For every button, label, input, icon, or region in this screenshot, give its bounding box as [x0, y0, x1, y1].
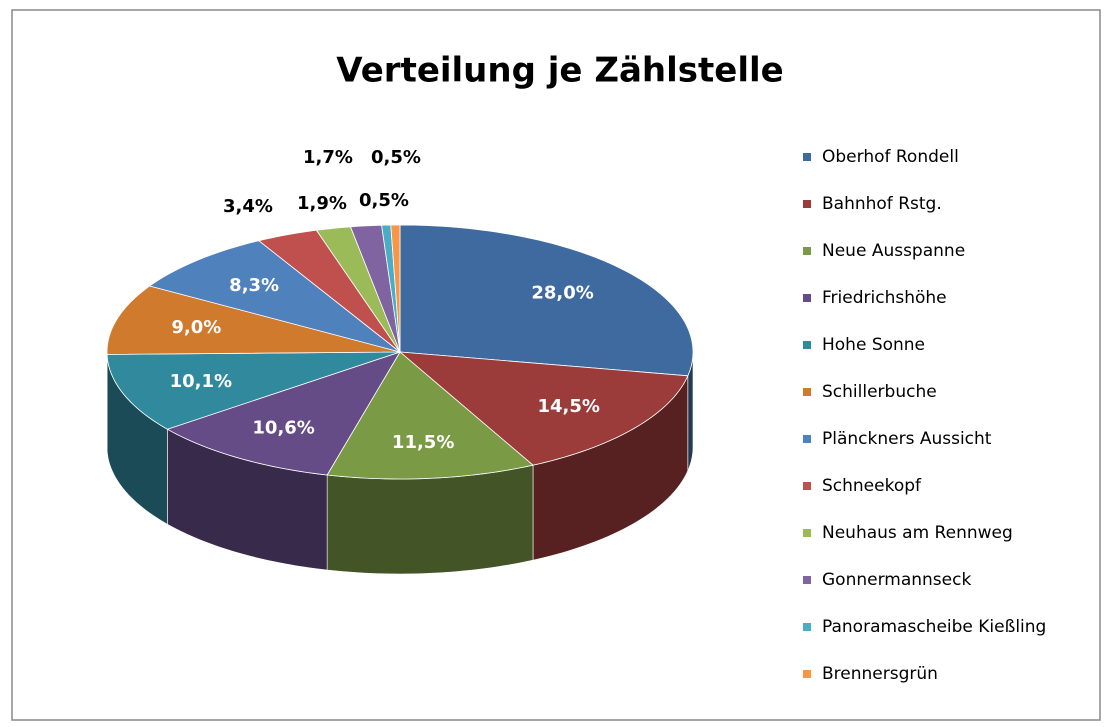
legend-swatch: [803, 482, 811, 490]
data-label: 28,0%: [531, 283, 593, 304]
legend-swatch: [803, 247, 811, 255]
legend-swatch: [803, 576, 811, 584]
pie-slice: [390, 224, 401, 353]
data-label: 14,5%: [537, 396, 599, 417]
pie-slice: [315, 226, 401, 353]
pie-slice: [349, 224, 401, 353]
legend-swatch: [803, 294, 811, 302]
legend-swatch: [803, 153, 811, 161]
legend-swatch: [803, 341, 811, 349]
pie-slice: [398, 351, 689, 466]
legend-label: Neue Ausspanne: [822, 241, 965, 261]
legend-label: Brennersgrün: [822, 664, 938, 684]
legend-swatch: [803, 529, 811, 537]
legend-label: Bahnhof Rstg.: [822, 194, 942, 214]
data-label: 0,5%: [359, 190, 409, 211]
pie-slice: [106, 285, 401, 355]
data-label: 0,5%: [371, 147, 421, 168]
data-label: 3,4%: [223, 196, 273, 217]
legend-swatch: [803, 623, 811, 631]
legend-label: Oberhof Rondell: [822, 147, 959, 167]
legend-label: Panoramascheibe Kießling: [822, 617, 1046, 637]
data-label: 1,9%: [297, 193, 347, 214]
pie-slice: [326, 351, 534, 480]
legend-swatch: [803, 670, 811, 678]
pie-slice: [106, 351, 401, 430]
legend-label: Gonnermannseck: [822, 570, 971, 590]
pie-side: [326, 464, 534, 575]
legend-label: Plänckners Aussicht: [822, 429, 992, 449]
legend-swatch: [803, 435, 811, 443]
data-label: 8,3%: [229, 275, 279, 296]
legend-swatch: [803, 200, 811, 208]
data-label: 10,1%: [170, 371, 232, 392]
chart-title: Verteilung je Zählstelle: [336, 51, 783, 91]
legend-label: Hohe Sonne: [822, 335, 925, 355]
legend-label: Schillerbuche: [822, 382, 937, 402]
legend-swatch: [803, 388, 811, 396]
pie-slice: [399, 224, 694, 377]
legend-label: Friedrichshöhe: [822, 288, 947, 308]
legend-label: Schneekopf: [822, 476, 922, 496]
legend-label: Neuhaus am Rennweg: [822, 523, 1013, 543]
data-label: 9,0%: [171, 317, 221, 338]
pie-slice: [166, 351, 401, 476]
pie-slice: [257, 229, 401, 353]
data-label: 11,5%: [392, 432, 454, 453]
pie-slice: [148, 240, 401, 353]
data-label: 10,6%: [252, 417, 314, 438]
data-label: 1,7%: [303, 147, 353, 168]
